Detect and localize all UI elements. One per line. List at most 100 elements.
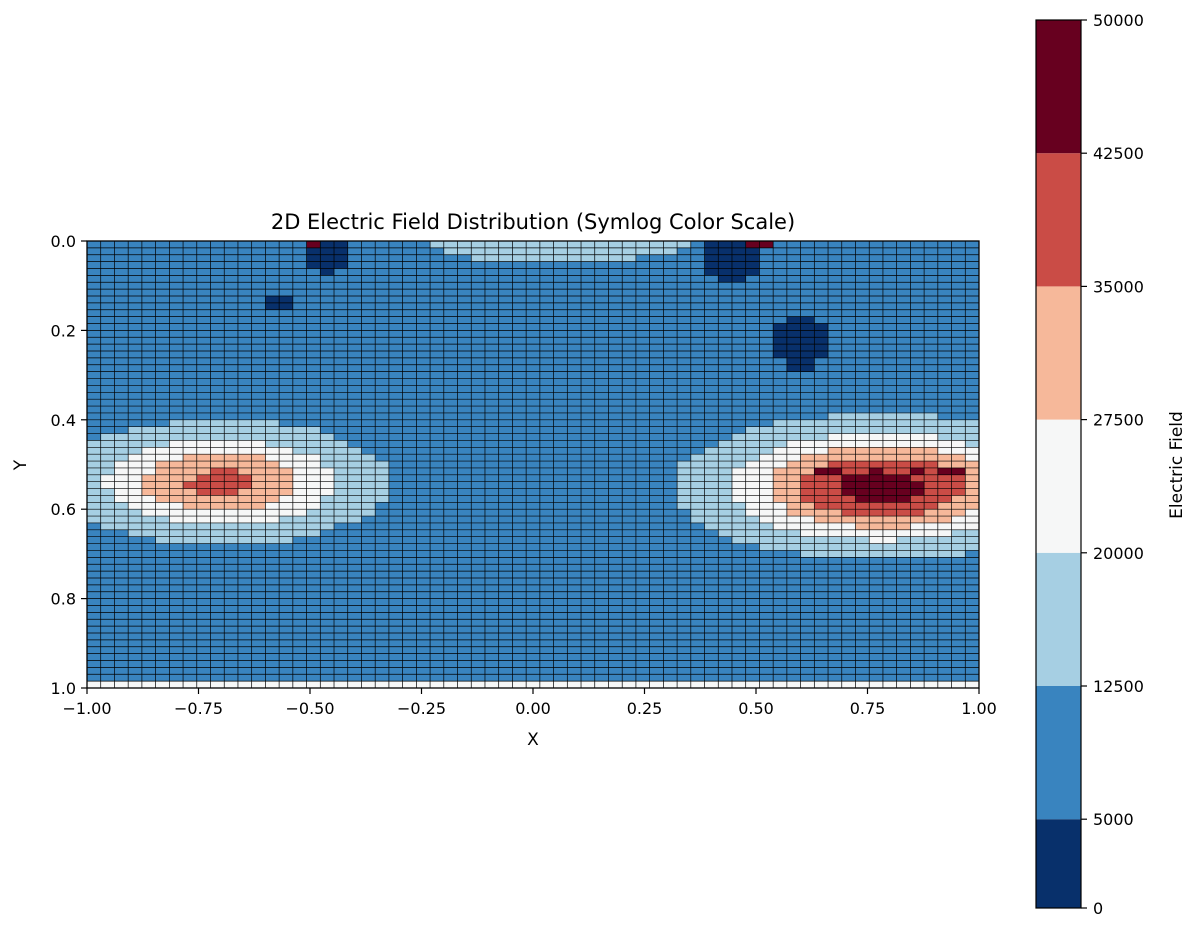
heatmap-cell [388,309,404,318]
heatmap-cell [512,605,527,613]
heatmap-cell [526,681,541,689]
heatmap-cell [635,543,651,551]
heatmap-cell [937,364,952,373]
heatmap-cell [443,481,458,489]
heatmap-cell [773,323,788,331]
heatmap-cell [924,323,939,331]
heatmap-cell [553,495,568,503]
heatmap-cell [635,564,651,572]
heatmap-cell [677,357,692,366]
heatmap-cell [155,385,170,393]
heatmap-cell [388,351,404,359]
heatmap-cell [347,337,362,345]
heatmap-cell [937,399,952,407]
y-tick-label: 0.2 [51,321,76,340]
heatmap-cell [608,571,623,579]
heatmap-cell [210,536,225,544]
heatmap-cell [635,440,651,448]
heatmap-cell [347,598,362,606]
heatmap-cell [553,296,568,304]
heatmap-cell [251,433,266,441]
heatmap-cell [635,357,651,366]
heatmap-cell [155,316,170,324]
heatmap-cell [965,392,980,400]
heatmap-cell [567,557,582,565]
heatmap-cell [141,467,157,476]
heatmap-cell [828,536,843,544]
heatmap-cell [869,378,884,386]
heatmap-cell [375,357,390,366]
heatmap-cell [567,426,582,434]
heatmap-cell [183,412,198,421]
heatmap-cell [512,577,527,586]
heatmap-cell [553,474,568,483]
heatmap-cell [416,681,431,689]
heatmap-cell [361,536,376,544]
heatmap-cell [443,564,458,572]
heatmap-cell [279,467,294,476]
heatmap-cell [731,577,747,586]
heatmap-cell [306,247,321,256]
heatmap-cell [814,309,829,318]
heatmap-cell [361,481,376,489]
heatmap-cell [100,632,115,641]
heatmap-cell [800,674,815,682]
heatmap-cell [704,660,719,668]
heatmap-cell [773,461,788,469]
heatmap-cell [334,275,349,283]
heatmap-cell [965,241,980,249]
heatmap-cell [114,337,129,345]
heatmap-cell [649,674,664,682]
colorbar-tick-label: 20000 [1093,544,1144,563]
heatmap-cell [292,323,307,331]
heatmap-cell [759,509,774,517]
heatmap-cell [965,323,980,331]
heatmap-cell [334,516,349,524]
heatmap-cell [87,364,102,373]
heatmap-cell [759,371,774,379]
heatmap-cell [265,481,280,489]
heatmap-cell [100,667,115,675]
heatmap-cell [375,591,390,599]
heatmap-cell [608,454,623,462]
heatmap-cell [882,509,898,517]
heatmap-cell [581,268,596,276]
heatmap-cell [828,268,843,276]
heatmap-cell [855,564,870,572]
heatmap-cell [484,591,500,599]
heatmap-cell [581,461,596,469]
heatmap-cell [828,653,843,661]
heatmap-cell [896,543,911,551]
heatmap-cell [594,296,609,304]
heatmap-cell [375,646,390,655]
heatmap-cell [375,268,390,276]
heatmap-cell [471,412,486,421]
heatmap-cell [828,509,843,517]
heatmap-cell [731,254,747,263]
heatmap-cell [279,268,294,276]
heatmap-cell [347,660,362,668]
heatmap-cell [690,571,705,579]
heatmap-cell [114,653,129,661]
heatmap-cell [704,681,719,689]
heatmap-cell [567,667,582,675]
heatmap-cell [951,261,966,269]
heatmap-cell [279,392,294,400]
heatmap-cell [690,296,705,304]
heatmap-cell [430,282,445,290]
heatmap-cell [361,591,376,599]
heatmap-cell [718,454,733,462]
heatmap-cell [169,667,184,675]
heatmap-cell [553,337,568,345]
heatmap-cell [114,612,129,620]
heatmap-cell [759,357,774,366]
heatmap-cell [539,261,554,269]
heatmap-cell [924,529,939,538]
heatmap-cell [704,550,719,558]
heatmap-cell [773,681,788,689]
heatmap-cell [320,378,335,386]
heatmap-cell [677,577,692,586]
heatmap-cell [388,344,404,352]
heatmap-cell [773,557,788,565]
heatmap-cell [896,502,911,510]
